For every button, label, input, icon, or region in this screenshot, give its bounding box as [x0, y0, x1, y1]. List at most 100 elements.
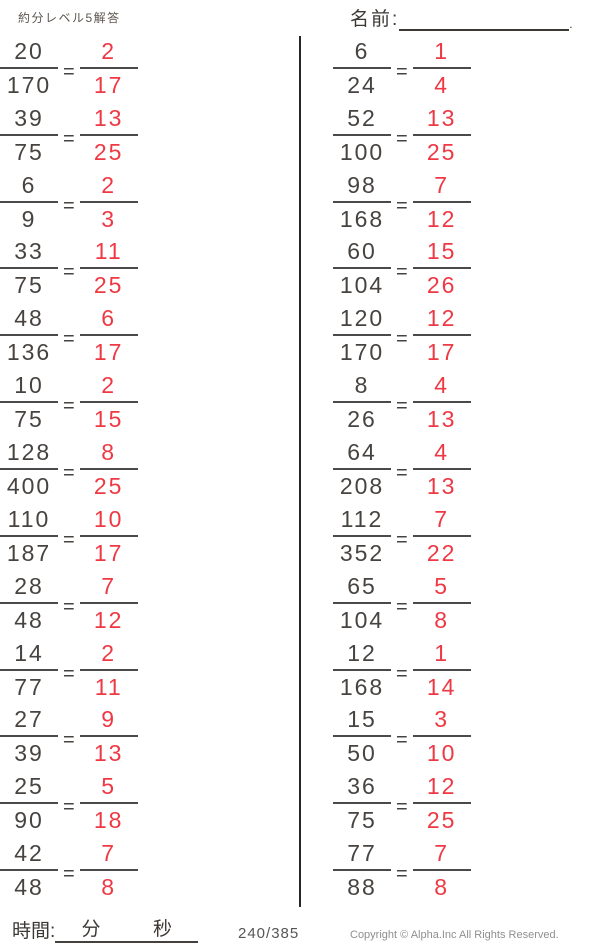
- answer-denominator: 13: [426, 406, 457, 433]
- problem-row: 14 77 = 2 11: [0, 640, 290, 707]
- copyright-notice: Copyright © Alpha.Inc All Rights Reserve…: [350, 929, 559, 941]
- problem-row: 25 90 = 5 18: [0, 773, 290, 840]
- problem-row: 60 104 = 15 26: [333, 239, 593, 306]
- answer-numerator: 1: [412, 641, 471, 671]
- problem-fraction: 28 48: [0, 574, 58, 637]
- problem-numerator: 110: [0, 507, 58, 537]
- problem-row: 52 100 = 13 25: [333, 105, 593, 172]
- problem-numerator: 52: [333, 106, 391, 136]
- problem-numerator: 42: [0, 842, 58, 872]
- answer-denominator: 25: [93, 138, 124, 165]
- name-label: 名前:: [350, 9, 400, 30]
- answer-numerator: 2: [79, 374, 138, 404]
- problem-fraction: 110 187: [0, 507, 58, 570]
- problem-denominator: 75: [14, 138, 44, 165]
- equals-sign: =: [63, 662, 75, 685]
- answer-denominator: 8: [434, 606, 450, 633]
- answer-denominator: 26: [426, 272, 457, 299]
- answer-numerator: 9: [79, 708, 138, 738]
- minutes-label: 分: [81, 919, 101, 940]
- worksheet-title: 約分レベル5解答: [18, 11, 121, 25]
- answer-denominator: 13: [93, 740, 124, 767]
- problem-row: 128 400 = 8 25: [0, 439, 290, 506]
- problem-row: 6 9 = 2 3: [0, 172, 290, 239]
- problem-numerator: 77: [333, 842, 391, 872]
- problem-numerator: 112: [333, 507, 391, 537]
- problem-numerator: 60: [333, 240, 391, 270]
- problem-denominator: 26: [347, 406, 377, 433]
- equals-sign: =: [396, 127, 408, 150]
- problem-fraction: 36 75: [333, 775, 391, 837]
- equals-sign: =: [63, 595, 75, 618]
- problem-row: 48 136 = 6 17: [0, 305, 290, 372]
- answer-numerator: 8: [79, 440, 138, 470]
- answer-denominator: 13: [426, 472, 457, 499]
- page-number: 240/385: [238, 925, 300, 942]
- answer-numerator: 15: [412, 240, 471, 270]
- equals-sign: =: [63, 796, 75, 819]
- problem-numerator: 10: [0, 374, 58, 404]
- equals-sign: =: [396, 528, 408, 551]
- problem-denominator: 39: [14, 740, 44, 767]
- answer-fraction: 12 17: [412, 307, 471, 369]
- answer-numerator: 12: [412, 775, 471, 805]
- problem-numerator: 39: [0, 106, 58, 136]
- problem-denominator: 90: [14, 807, 44, 834]
- problem-row: 28 48 = 7 12: [0, 573, 290, 640]
- problem-row: 15 50 = 3 10: [333, 706, 593, 773]
- answer-numerator: 13: [412, 106, 471, 136]
- column-divider: [299, 36, 301, 907]
- name-underline: [399, 7, 570, 31]
- answer-numerator: 5: [412, 574, 471, 604]
- answer-fraction: 13 25: [412, 106, 471, 169]
- problem-numerator: 128: [0, 440, 58, 470]
- answer-fraction: 2 11: [79, 641, 138, 704]
- answer-fraction: 9 13: [79, 708, 138, 770]
- problem-fraction: 77 88: [333, 842, 391, 904]
- problem-row: 10 75 = 2 15: [0, 372, 290, 439]
- equals-sign: =: [63, 328, 75, 351]
- problem-fraction: 64 208: [333, 440, 391, 503]
- answer-denominator: 15: [93, 406, 124, 433]
- problem-fraction: 25 90: [0, 775, 58, 837]
- problem-numerator: 27: [0, 708, 58, 738]
- problem-denominator: 400: [6, 472, 52, 499]
- problem-fraction: 6 24: [333, 39, 391, 102]
- equals-sign: =: [63, 261, 75, 284]
- problem-row: 42 48 = 7 8: [0, 840, 290, 907]
- equals-sign: =: [396, 395, 408, 418]
- answer-fraction: 1 4: [412, 39, 471, 102]
- answer-numerator: 3: [412, 708, 471, 738]
- answer-fraction: 10 17: [79, 507, 138, 570]
- problem-row: 77 88 = 7 8: [333, 840, 593, 907]
- equals-sign: =: [396, 261, 408, 284]
- problem-fraction: 65 104: [333, 574, 391, 637]
- answer-fraction: 2 15: [79, 374, 138, 436]
- problem-numerator: 64: [333, 440, 391, 470]
- problem-denominator: 170: [6, 71, 52, 98]
- problem-numerator: 8: [333, 374, 391, 404]
- problem-row: 39 75 = 13 25: [0, 105, 290, 172]
- equals-sign: =: [396, 194, 408, 217]
- answer-denominator: 17: [426, 339, 457, 366]
- answer-denominator: 18: [93, 807, 124, 834]
- problem-numerator: 120: [333, 307, 391, 337]
- problem-row: 6 24 = 1 4: [333, 38, 593, 105]
- answer-numerator: 10: [79, 507, 138, 537]
- problem-fraction: 39 75: [0, 106, 58, 169]
- problem-row: 65 104 = 5 8: [333, 573, 593, 640]
- answer-fraction: 7 8: [79, 842, 138, 904]
- problem-denominator: 77: [14, 673, 44, 700]
- problem-fraction: 33 75: [0, 240, 58, 302]
- problem-denominator: 168: [339, 205, 385, 232]
- answer-numerator: 7: [412, 842, 471, 872]
- problem-numerator: 6: [333, 39, 391, 69]
- answer-denominator: 3: [101, 205, 117, 232]
- equals-sign: =: [63, 194, 75, 217]
- answer-denominator: 25: [93, 472, 124, 499]
- problem-denominator: 48: [14, 606, 44, 633]
- equals-sign: =: [63, 60, 75, 83]
- problem-denominator: 75: [14, 406, 44, 433]
- problem-row: 36 75 = 12 25: [333, 773, 593, 840]
